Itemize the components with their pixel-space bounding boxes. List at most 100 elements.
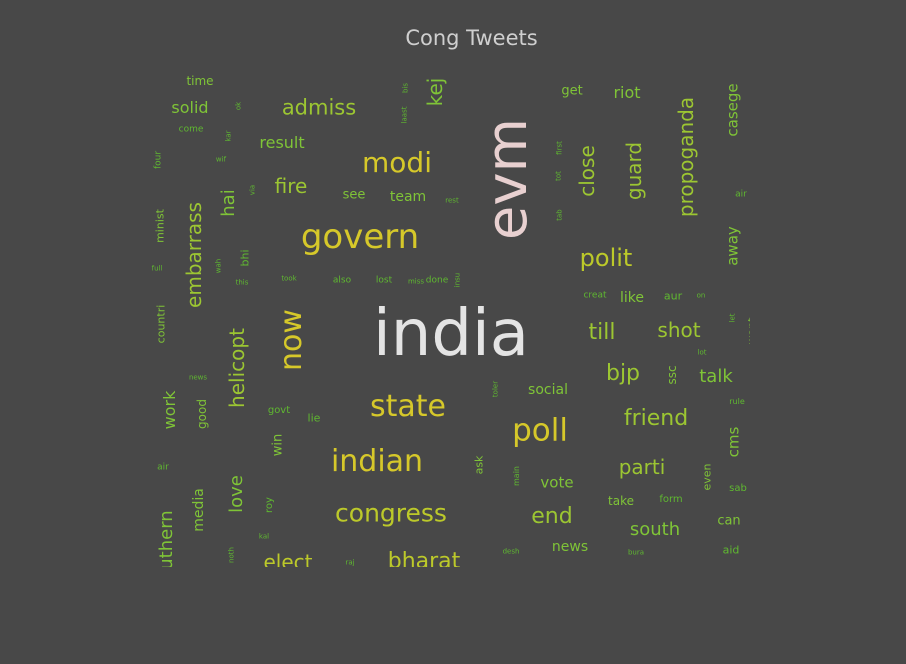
word-till-20: till <box>588 320 616 345</box>
word-lie-60: lie <box>307 411 321 425</box>
word-miss-87: miss <box>407 277 425 286</box>
word-desh-92: desh <box>502 547 520 556</box>
word-team-41: team <box>389 189 427 205</box>
word-also-69: also <box>332 275 352 286</box>
word-tot-75: tot <box>554 171 563 181</box>
word-kej-32: kej <box>423 77 447 107</box>
word-modi-6: modi <box>362 146 432 179</box>
word-uthern-36: uthern <box>156 510 177 567</box>
word-riot-29: riot <box>613 83 641 102</box>
word-win-45: win <box>270 433 286 457</box>
word-indian-5: indian <box>330 444 424 479</box>
word-come-66: come <box>178 124 204 135</box>
word-roy-64: roy <box>264 497 275 513</box>
word-lost-70: lost <box>375 275 393 286</box>
word-raj-96: raj <box>345 558 355 567</box>
word-on-89: on <box>696 291 706 300</box>
word-rule-73: rule <box>729 397 745 406</box>
word-time-49: time <box>186 74 214 88</box>
word-fire-15: fire <box>274 174 308 198</box>
word-wif-80: wif <box>215 155 227 164</box>
word-via-81: via <box>248 184 257 196</box>
word-away-34: away <box>723 226 742 266</box>
word-even-55: even <box>700 463 714 491</box>
word-govern-2: govern <box>300 217 420 257</box>
word-bis-99: bis <box>401 82 410 94</box>
word-rest-78: rest <box>445 196 459 205</box>
word-insu-100: insu <box>453 272 462 288</box>
word-bharat-9: bharat <box>387 549 461 568</box>
word-countri-52: countri <box>154 304 168 344</box>
word-form-62: form <box>659 494 683 505</box>
word-propoganda-18: propoganda <box>674 96 698 218</box>
word-helicopt-13: helicopt <box>225 328 249 408</box>
word-full-83: full <box>151 264 163 273</box>
word-see-46: see <box>342 187 366 203</box>
word-bjp-21: bjp <box>605 361 641 386</box>
chart-title: Cong Tweets <box>405 26 538 50</box>
word-main-74: main <box>512 466 521 486</box>
word-cloud: india evm govern state poll indian modi now cong… <box>150 72 750 567</box>
word-take-47: take <box>608 494 634 508</box>
word-end-24: end <box>531 504 573 529</box>
word-love-26: love <box>226 475 247 513</box>
word-want-54: want <box>745 317 751 345</box>
word-embarrass-12: embarrass <box>182 202 206 308</box>
word-evm-1: evm <box>475 117 540 241</box>
word-this-84: this <box>235 278 249 287</box>
word-get-48: get <box>561 83 583 99</box>
word-can-44: can <box>717 513 741 529</box>
word-hai-30: hai <box>218 189 239 217</box>
word-work-35: work <box>160 390 179 430</box>
word-ssc-50: ssc <box>665 365 679 385</box>
word-minist-53: minist <box>153 209 167 243</box>
word-poll-4: poll <box>512 412 568 449</box>
word-ok-98: ok <box>234 101 243 111</box>
word-creat-67: creat <box>583 290 607 301</box>
word-tab-76: tab <box>555 209 564 221</box>
word-now-7: now <box>274 309 309 371</box>
word-shot-19: shot <box>657 318 701 342</box>
word-news-86: news <box>188 373 208 382</box>
word-bhi-59: bhi <box>238 249 252 267</box>
word-kar-79: kar <box>224 130 233 142</box>
word-cms-40: cms <box>724 426 743 458</box>
word-casege-33: casege <box>723 83 742 137</box>
word-ask-56: ask <box>472 455 486 475</box>
word-aur-58: aur <box>663 289 683 303</box>
word-state-3: state <box>370 389 446 424</box>
word-laast-97: laast <box>400 106 409 124</box>
word-sab-63: sab <box>729 483 747 494</box>
word-friend-22: friend <box>623 406 689 431</box>
word-india-0: india <box>373 297 529 371</box>
word-air-72: air <box>735 189 747 200</box>
word-congress-8: congress <box>335 498 447 528</box>
word-like-43: like <box>619 290 645 306</box>
word-talk-31: talk <box>699 366 733 387</box>
word-guard-17: guard <box>622 141 646 201</box>
word-solid-27: solid <box>171 98 209 117</box>
word-south-25: south <box>629 519 681 540</box>
word-elect-10: elect <box>263 550 313 567</box>
word-close-16: close <box>575 145 599 197</box>
word-noth-95: noth <box>227 547 236 563</box>
word-good-51: good <box>195 399 209 429</box>
word-air-68: air <box>157 462 169 473</box>
word-parti-23: parti <box>618 455 666 479</box>
word-bura-93: bura <box>627 548 645 557</box>
word-result-28: result <box>259 133 305 152</box>
word-govt-61: govt <box>267 405 291 416</box>
word-kal-94: kal <box>258 532 270 541</box>
word-lot-91: lot <box>697 348 707 357</box>
word-let-90: let <box>728 313 737 323</box>
word-toler-88: toler <box>491 380 500 398</box>
word-wah-82: wah <box>214 258 223 274</box>
word-done-71: done <box>425 275 449 286</box>
word-polit-11: polit <box>579 244 633 272</box>
word-admiss-14: admiss <box>281 95 357 120</box>
word-first-77: first <box>555 141 564 155</box>
word-social-38: social <box>528 382 568 398</box>
word-media-39: media <box>191 488 207 532</box>
word-aid-57: aid <box>722 543 740 557</box>
word-news-42: news <box>551 539 589 555</box>
